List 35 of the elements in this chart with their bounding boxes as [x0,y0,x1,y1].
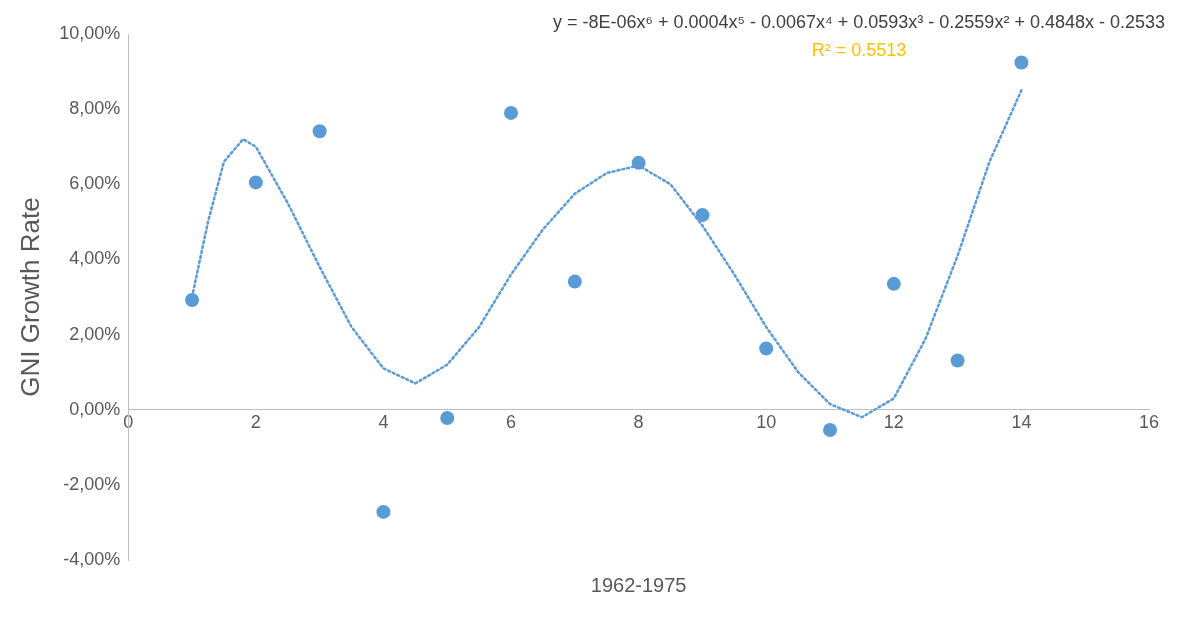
y-tick-label: 6,00% [69,173,121,194]
y-tick-label: 2,00% [69,323,121,344]
text: y = -8E-06x⁶ + 0.0004x⁵ - 0.0067x⁴ + 0.0593x³ - 0.2559x² + 0.4848x - 0.2533 [553,12,1165,32]
point [185,293,200,308]
point [312,124,327,139]
point [886,276,901,291]
point [1014,55,1029,70]
point [950,353,965,368]
x-tick-label: 2 [250,412,261,433]
y-tick-label: 0,00% [69,398,121,419]
point [376,504,391,519]
x-tick-label: 14 [1011,412,1032,433]
y-tick-label: 10,00% [59,22,121,43]
x-tick-label: 10 [756,412,777,433]
y-axis-title: GNI Growth Rate [14,197,45,397]
point [504,105,519,120]
x-axis-title: 1962-1975 [590,574,687,596]
point [695,208,710,223]
point [567,274,582,289]
y-tick-label: -4,00% [63,548,121,569]
x-tick-label: 6 [506,412,517,433]
x-tick-label: 16 [1138,412,1160,433]
x-tick-label: 4 [378,412,389,433]
x-tick-label: 0 [123,412,134,433]
point [823,423,838,437]
y-tick-label: 8,00% [69,98,121,119]
point [759,341,774,356]
point [631,155,646,170]
y-tick-label: -2,00% [63,473,121,494]
point [440,410,455,425]
annotation: R² = 0.5513 [811,40,907,60]
x-tick-label: 12 [883,412,904,433]
x-tick-label: 8 [633,412,644,433]
y-tick-label: 4,00% [69,248,121,269]
point [248,175,263,190]
